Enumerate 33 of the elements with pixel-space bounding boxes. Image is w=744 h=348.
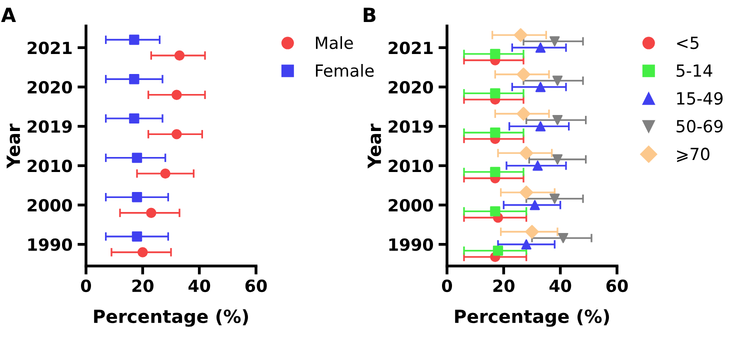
legend-label: 5-14 [676, 64, 712, 77]
y-tick-label: 2010 [388, 160, 434, 172]
y-tick-label: 2019 [28, 120, 72, 133]
x-tick-label: 40 [188, 279, 210, 292]
y-tick-label: 2019 [388, 120, 433, 133]
y-tick-label: 2020 [28, 80, 72, 94]
y-tick-label: 2000 [28, 198, 72, 212]
x-tick-label: 20 [132, 279, 154, 292]
x-tick-label: 0 [81, 279, 91, 292]
legend-label: Female [316, 64, 374, 77]
x-tick-label: 60 [245, 279, 267, 292]
y-axis-title: Year [368, 124, 382, 169]
legend-label: 50-69 [676, 120, 723, 132]
text: B [364, 8, 376, 22]
y-axis-title: Year [6, 124, 20, 169]
y-tick-label: 2021 [28, 42, 72, 54]
legend-label: <5 [677, 36, 698, 50]
y-tick-label: 2010 [28, 160, 72, 172]
y-tick-label: 2020 [388, 80, 434, 94]
x-axis-title: Percentage (%) [455, 309, 609, 327]
y-tick-label: 1990 [28, 238, 72, 251]
x-axis-title: Percentage (%) [94, 309, 248, 327]
x-tick-label: 20 [493, 279, 514, 292]
legend-label: ⩾70 [677, 148, 710, 162]
legend-label: 15-49 [677, 92, 723, 105]
text: A [1, 8, 16, 22]
y-tick-label: 2021 [388, 42, 433, 54]
x-tick-label: 60 [606, 279, 628, 292]
y-tick-label: 1990 [389, 238, 434, 251]
y-tick-label: 2000 [388, 198, 434, 212]
legend-label: Male [316, 36, 353, 50]
x-tick-label: 0 [442, 279, 452, 292]
x-tick-label: 40 [549, 279, 572, 292]
